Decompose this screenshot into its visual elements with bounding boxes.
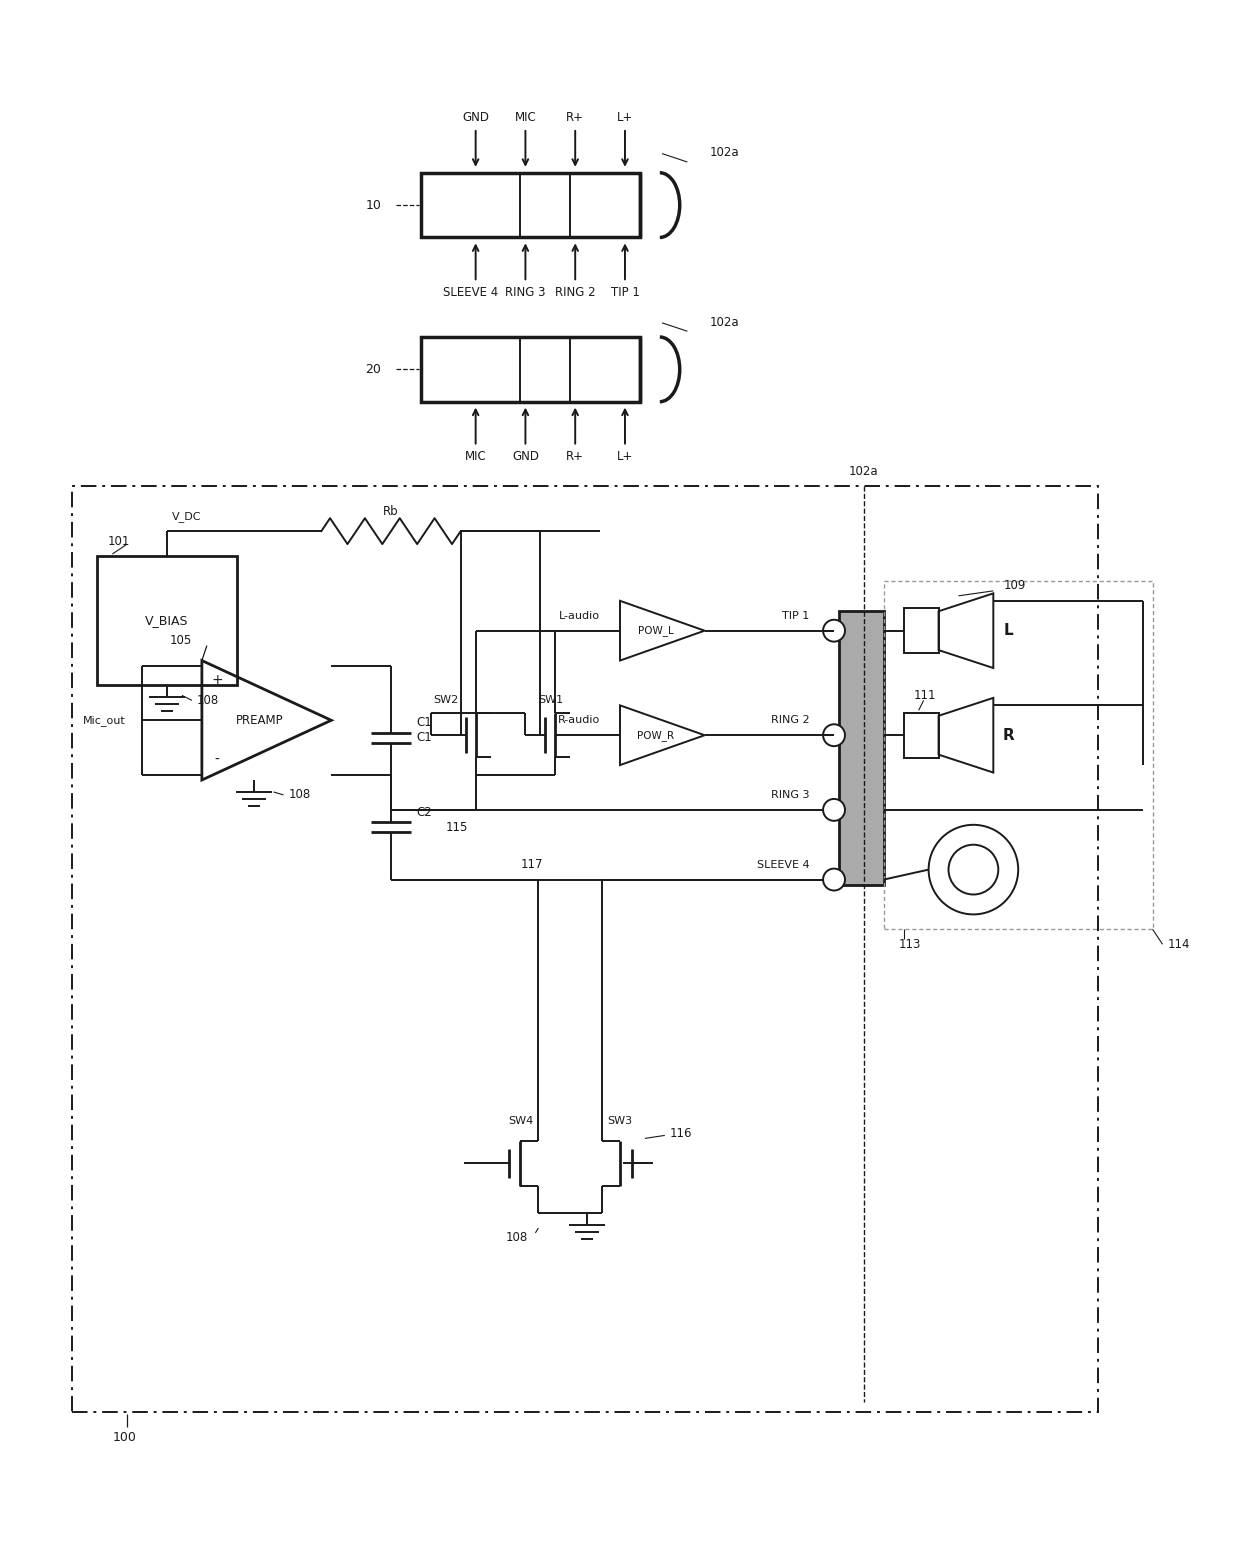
Bar (904, 609, 939, 653)
Text: 102a: 102a (709, 147, 739, 160)
Text: V_DC: V_DC (172, 510, 202, 521)
Text: 101: 101 (108, 535, 130, 548)
Text: Rb: Rb (383, 505, 399, 518)
Bar (884, 581, 1153, 930)
Text: L+: L+ (616, 451, 634, 463)
Text: V_BIAS: V_BIAS (145, 613, 188, 628)
Bar (72, 487, 1097, 1412)
Text: 20: 20 (366, 363, 381, 376)
Text: POW_L: POW_L (637, 626, 673, 635)
Circle shape (929, 825, 1018, 914)
Bar (420, 336, 640, 402)
Bar (98, 556, 237, 685)
Text: 102a: 102a (849, 465, 879, 477)
Text: 102a: 102a (709, 316, 739, 329)
Text: MIC: MIC (465, 451, 486, 463)
Text: 114: 114 (1168, 937, 1190, 952)
Text: SLEEVE 4: SLEEVE 4 (756, 859, 810, 870)
Text: 109: 109 (1003, 579, 1025, 593)
Text: 111: 111 (914, 689, 936, 701)
Circle shape (823, 620, 844, 642)
Bar (839, 610, 884, 884)
Text: 115: 115 (446, 820, 469, 834)
Text: C2: C2 (415, 806, 432, 818)
Circle shape (823, 725, 844, 747)
Text: TIP 1: TIP 1 (782, 610, 810, 621)
Text: RING 2: RING 2 (554, 286, 595, 299)
Text: R: R (1002, 728, 1014, 743)
Text: GND: GND (463, 111, 489, 125)
Text: SW4: SW4 (508, 1116, 533, 1125)
Text: SW3: SW3 (608, 1116, 632, 1125)
Text: RING 3: RING 3 (505, 286, 546, 299)
Bar (420, 172, 640, 238)
Text: 108: 108 (289, 789, 311, 801)
Text: 117: 117 (521, 858, 543, 872)
Circle shape (949, 845, 998, 895)
Text: 116: 116 (670, 1127, 692, 1139)
Text: L+: L+ (616, 111, 634, 125)
Text: 108: 108 (506, 1232, 528, 1244)
Text: C1: C1 (415, 717, 432, 729)
Text: GND: GND (512, 451, 539, 463)
Text: SLEEVE 4: SLEEVE 4 (443, 286, 498, 299)
Circle shape (823, 798, 844, 820)
Text: 113: 113 (899, 937, 921, 952)
Text: R+: R+ (567, 451, 584, 463)
Text: TIP 1: TIP 1 (610, 286, 640, 299)
Text: RING 3: RING 3 (770, 790, 810, 800)
Text: +: + (211, 673, 223, 687)
Circle shape (823, 869, 844, 890)
Text: L-audio: L-audio (559, 610, 600, 621)
Text: R-audio: R-audio (558, 715, 600, 725)
Text: 100: 100 (113, 1430, 136, 1443)
Text: 105: 105 (170, 634, 192, 648)
Text: SW2: SW2 (433, 695, 459, 706)
Text: RING 2: RING 2 (770, 715, 810, 725)
Text: 108: 108 (197, 693, 219, 707)
Text: 10: 10 (366, 199, 381, 211)
Text: Mic_out: Mic_out (82, 715, 125, 726)
Bar (904, 712, 939, 757)
Text: C1: C1 (415, 731, 432, 745)
Text: MIC: MIC (515, 111, 537, 125)
Text: -: - (215, 753, 219, 767)
Text: POW_R: POW_R (637, 729, 675, 740)
Text: R+: R+ (567, 111, 584, 125)
Text: PREAMP: PREAMP (237, 714, 284, 726)
Text: SW1: SW1 (538, 695, 563, 706)
Text: L: L (1003, 623, 1013, 639)
